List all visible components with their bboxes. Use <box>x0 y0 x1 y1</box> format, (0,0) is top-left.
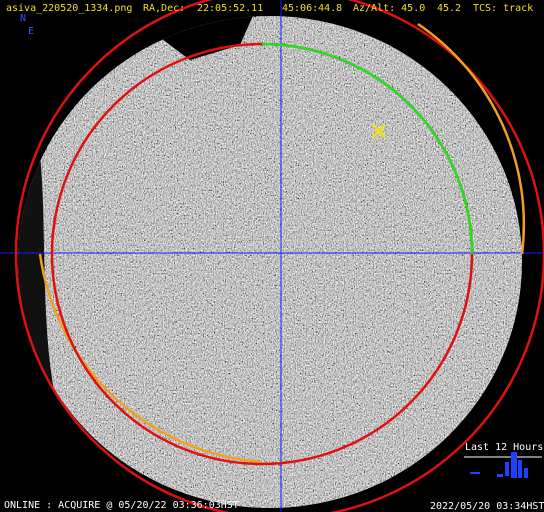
dec-value: 45:06:44.8 <box>282 3 342 14</box>
timestamp: 2022/05/20 03:34HST <box>430 501 544 512</box>
azalt-value: Az/Alt: 45.0 <box>353 3 425 14</box>
limit-arc <box>417 22 526 255</box>
tcs-status: TCS: track <box>473 3 533 14</box>
radec-label: RA,Dec: <box>143 3 185 14</box>
history-title: Last 12 Hours <box>465 442 543 453</box>
status-line: ONLINE : ACQUIRE @ 05/20/22 03:36:03HST <box>4 500 239 511</box>
limit-arc <box>38 253 263 464</box>
visible-arc <box>261 42 474 255</box>
history-plot <box>470 452 528 478</box>
horizon-circle <box>14 0 544 512</box>
compass-north: N <box>20 13 26 24</box>
compass-east: E <box>28 26 34 37</box>
alt-value: 45.2 <box>437 3 461 14</box>
ra-value: 22:05:52.11 <box>197 3 263 14</box>
target-marker <box>371 123 387 139</box>
file-name: asiva_220520_1334.png <box>6 3 132 14</box>
